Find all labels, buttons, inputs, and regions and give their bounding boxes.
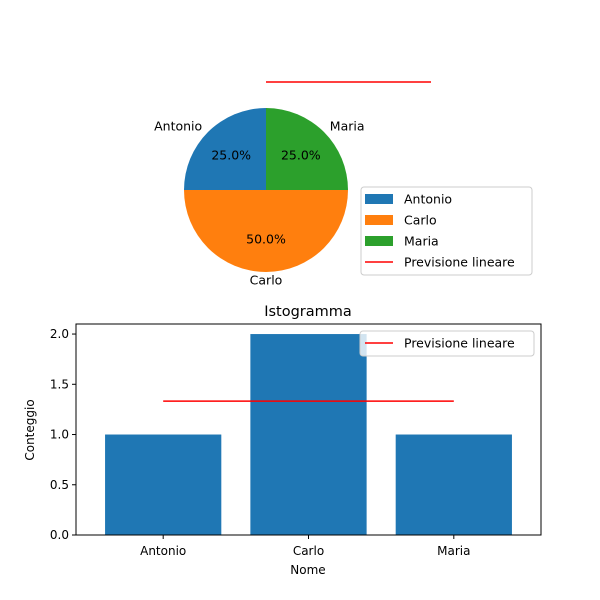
pie-pct-carlo: 50.0% <box>246 232 286 247</box>
pie-label-maria: Maria <box>330 119 365 134</box>
pie-pct-antonio: 25.0% <box>211 148 251 163</box>
y-axis: 0.0 0.5 1.0 1.5 2.0 <box>50 327 76 542</box>
bar-legend-frame <box>359 330 535 357</box>
bar-antonio <box>105 434 222 535</box>
bar-legend: Previsione lineare <box>359 330 535 357</box>
y-axis-label: Conteggio <box>23 399 37 460</box>
pie-slice-antonio <box>184 108 266 190</box>
pie-chart: Antonio 25.0% Carlo 50.0% Maria 25.0% Antonio… <box>154 81 533 288</box>
pie-slice-maria <box>266 108 348 190</box>
y-tick-label: 0.0 <box>50 528 69 542</box>
bar-legend-label: Previsione lineare <box>404 336 515 351</box>
x-axis: Antonio Carlo Maria <box>140 535 470 558</box>
pie-labels: Antonio 25.0% Carlo 50.0% Maria 25.0% <box>154 119 364 288</box>
pie-slices <box>184 108 348 272</box>
y-tick-label: 1.5 <box>50 377 69 391</box>
legend-patch-antonio <box>365 194 393 204</box>
bars <box>105 334 512 535</box>
plot-frame <box>75 323 542 536</box>
x-tick-label-carlo: Carlo <box>293 544 324 558</box>
bar-carlo <box>250 334 367 535</box>
legend-label-antonio: Antonio <box>404 192 452 207</box>
pie-label-antonio: Antonio <box>154 119 202 134</box>
bar-chart: Istogramma 0.0 0.5 1.0 1.5 2.0 Antonio Carlo M… <box>23 304 542 577</box>
x-tick-label-maria: Maria <box>437 544 470 558</box>
y-tick-label: 1.0 <box>50 428 69 442</box>
legend-label-forecast: Previsione lineare <box>404 255 515 270</box>
legend-label-carlo: Carlo <box>404 213 437 228</box>
pie-legend-frame <box>360 186 533 276</box>
y-tick-label: 2.0 <box>50 327 69 341</box>
pie-label-carlo: Carlo <box>250 273 283 288</box>
pie-legend: Antonio Carlo Maria Previsione lineare <box>360 186 533 276</box>
pie-pct-maria: 25.0% <box>281 148 321 163</box>
x-axis-label: Nome <box>290 563 325 577</box>
bar-maria <box>395 434 512 535</box>
legend-patch-maria <box>365 236 393 246</box>
y-tick-label: 0.5 <box>50 478 69 492</box>
legend-patch-carlo <box>365 215 393 225</box>
legend-label-maria: Maria <box>404 234 439 249</box>
bar-chart-title: Istogramma <box>264 304 352 320</box>
pie-slice-carlo <box>184 190 348 272</box>
x-tick-label-antonio: Antonio <box>140 544 186 558</box>
